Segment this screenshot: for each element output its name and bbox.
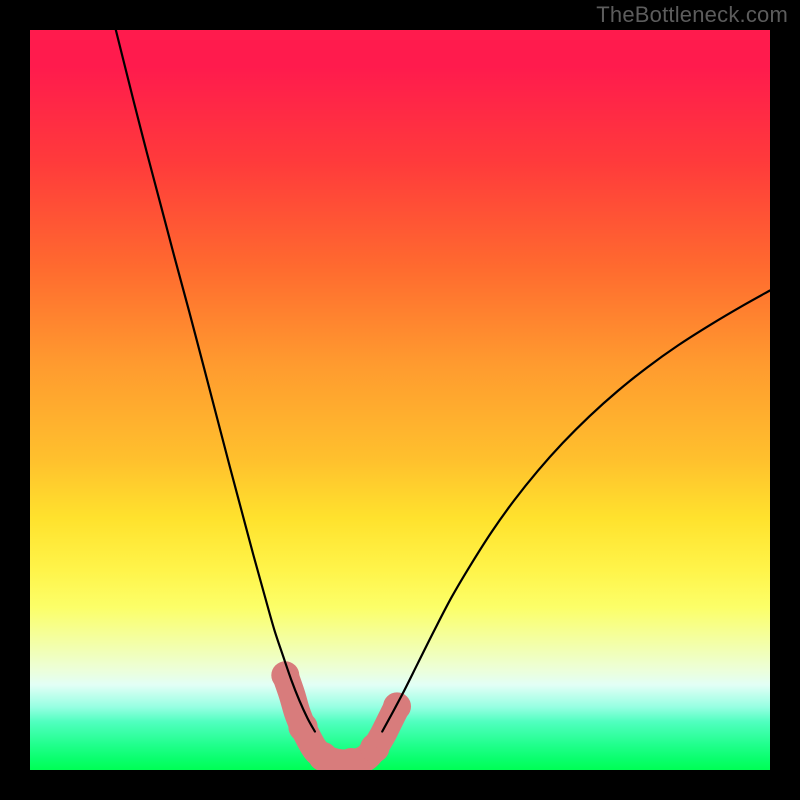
plot-background-gradient: [30, 30, 770, 770]
chart-canvas: TheBottleneck.com: [0, 0, 800, 800]
chart-svg: [0, 0, 800, 800]
watermark-label: TheBottleneck.com: [596, 2, 788, 28]
